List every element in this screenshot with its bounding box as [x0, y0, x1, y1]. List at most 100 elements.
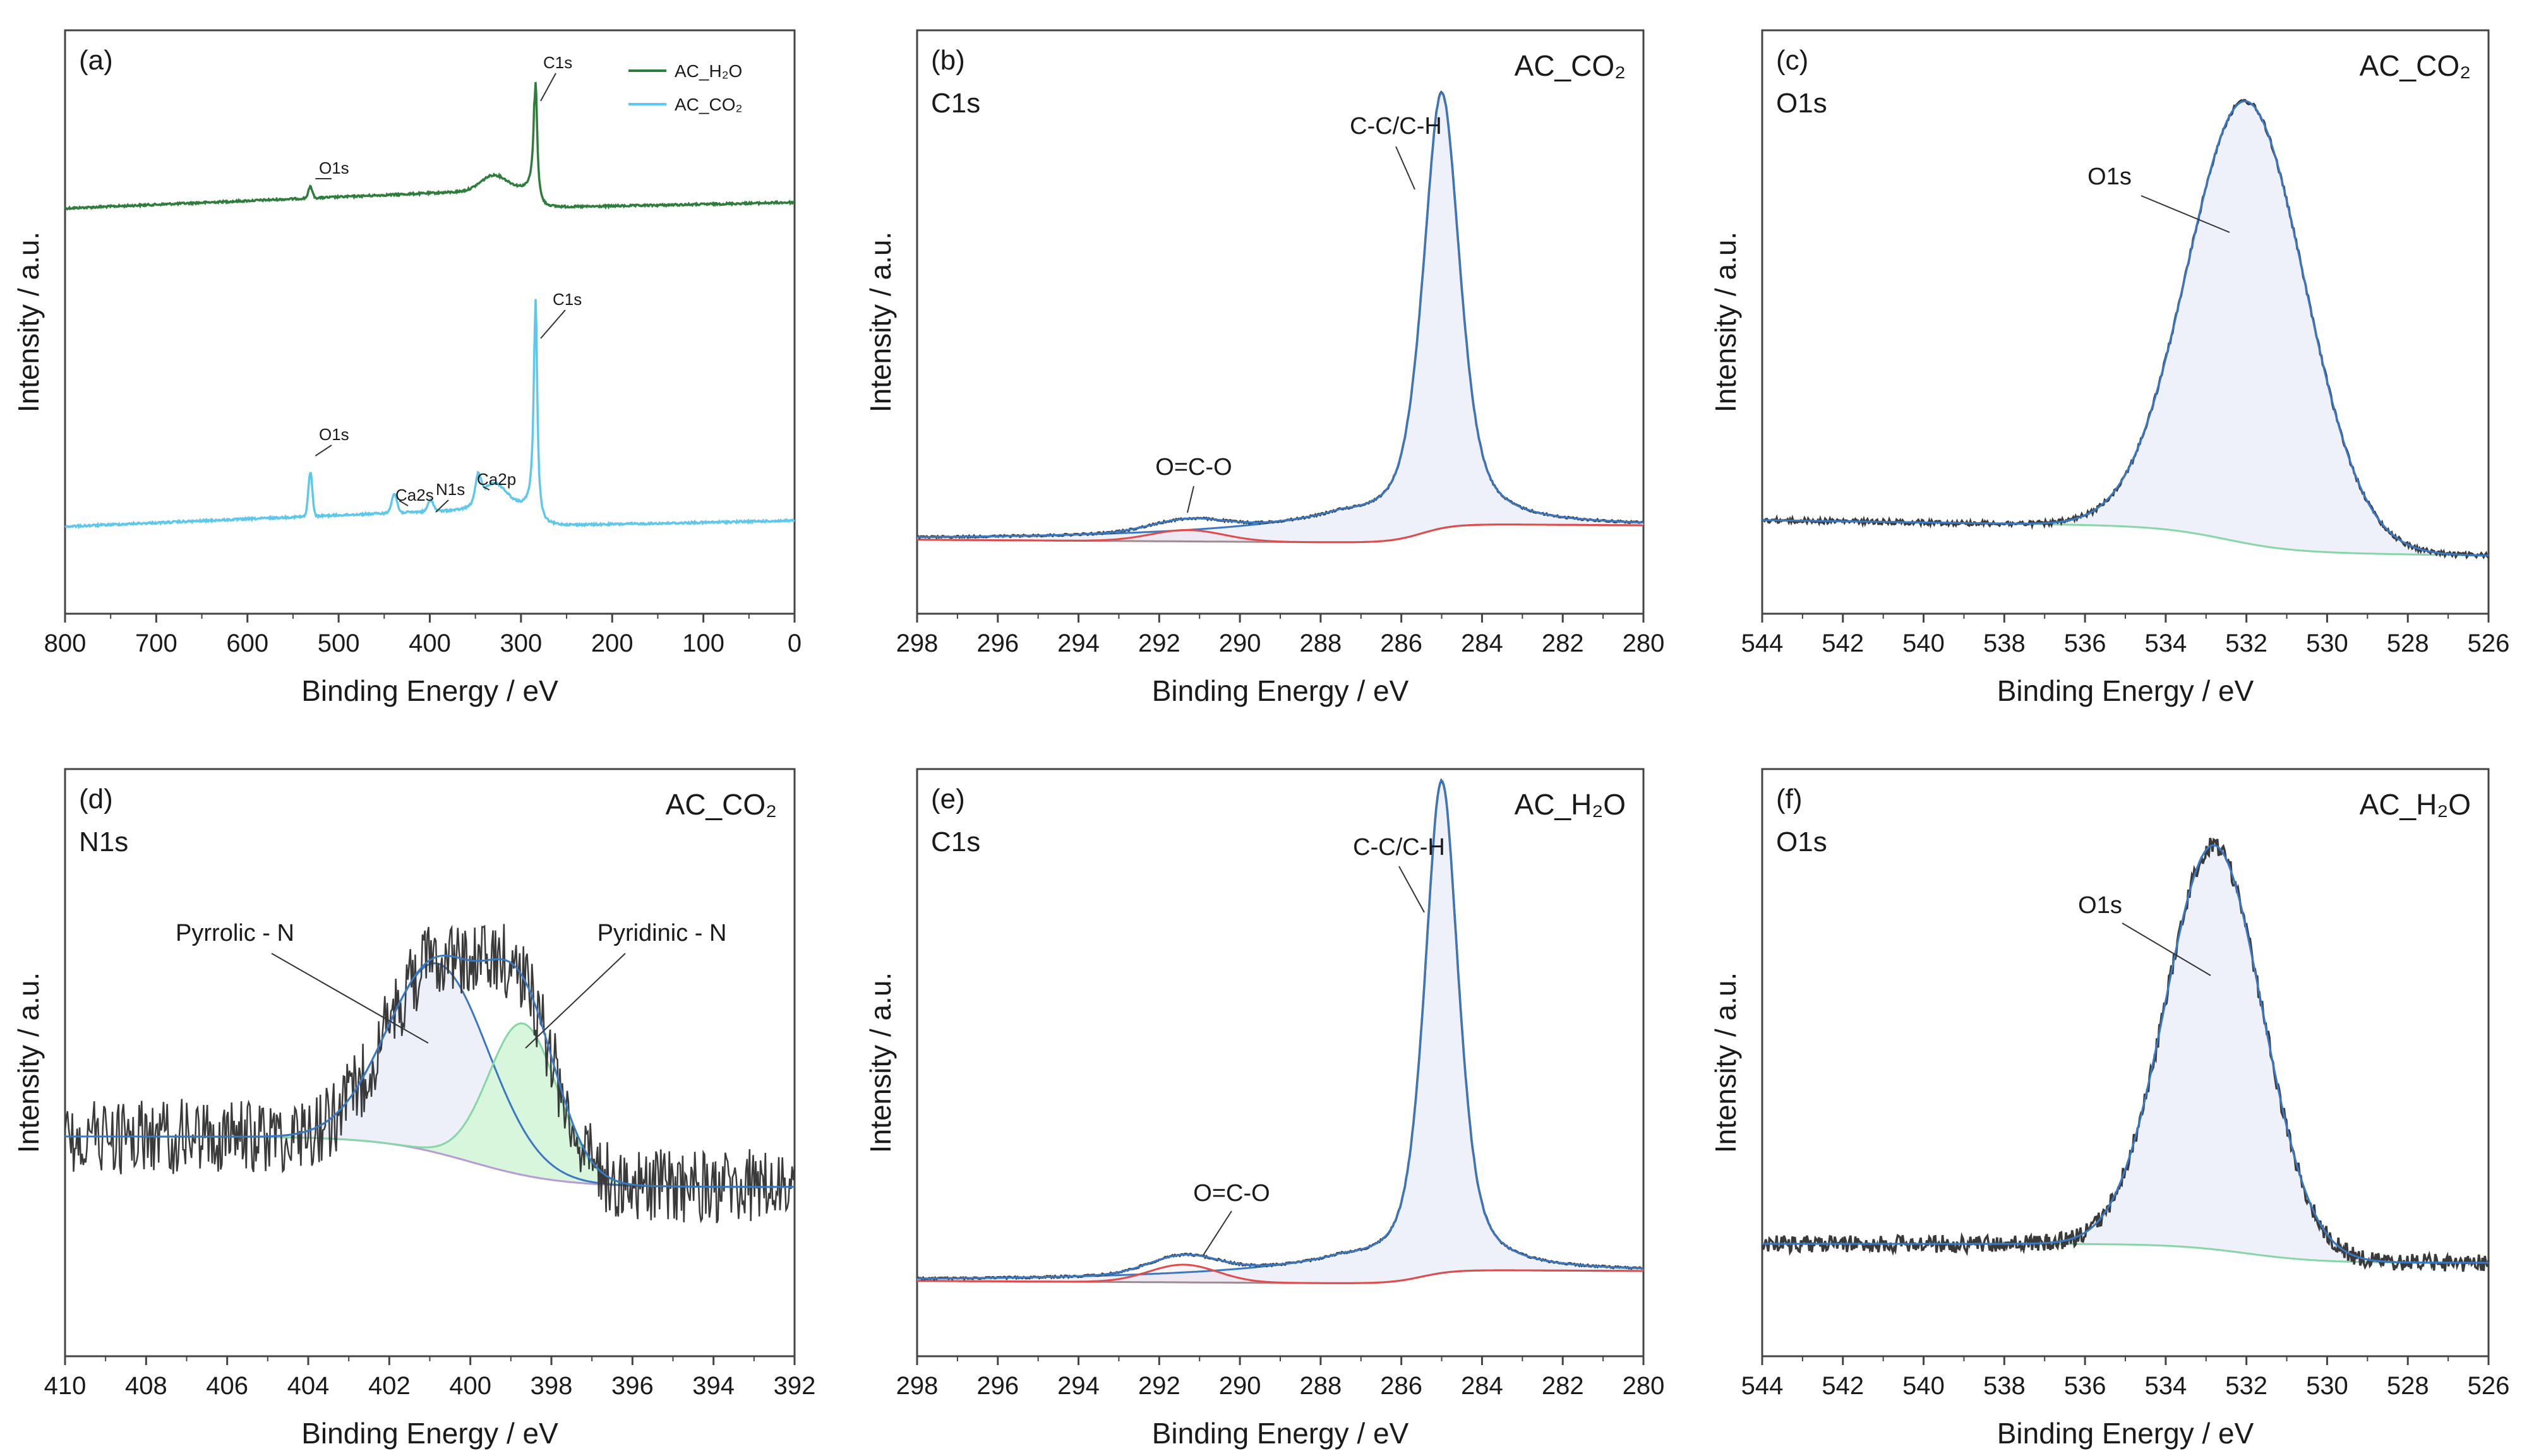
- y-axis-label: Intensity / a.u.: [864, 232, 897, 412]
- core-level-label: C1s: [931, 826, 980, 857]
- panel-a: 800 700 600 500 400 300 200 100 0 Binding Energy …: [12, 29, 802, 707]
- x-tick-label: 286: [1380, 630, 1422, 657]
- y-axis-label: Intensity / a.u.: [1709, 232, 1742, 412]
- y-axis-label: Intensity / a.u.: [864, 972, 897, 1153]
- x-tick-label: 288: [1300, 630, 1342, 657]
- sample-label: AC_H₂O: [2360, 788, 2471, 821]
- peak-label: C1s: [553, 290, 582, 309]
- component-label: Pyrrolic - N: [176, 920, 294, 946]
- x-tick-label: 394: [692, 1372, 735, 1400]
- fit-envelope-line: [917, 92, 1644, 539]
- x-tick-label: 542: [1822, 1372, 1864, 1400]
- x-tick-label: 544: [1741, 1372, 1784, 1400]
- x-tick-label: 700: [135, 630, 177, 657]
- panel-letter: (e): [931, 784, 965, 815]
- x-tick-label: 600: [226, 630, 268, 657]
- sample-label: AC_CO₂: [1515, 49, 1626, 82]
- x-tick-label: 408: [125, 1372, 167, 1400]
- sample-label: AC_CO₂: [2360, 49, 2471, 82]
- x-axis-label: Binding Energy / eV: [1152, 1417, 1409, 1450]
- x-tick-label: 286: [1380, 1372, 1422, 1400]
- fit-envelope-line: [917, 779, 1644, 1280]
- legend-label-ac-co2: AC_CO₂: [675, 95, 742, 114]
- core-level-label: O1s: [1776, 88, 1827, 119]
- peak-leader-line: [540, 309, 566, 339]
- x-tick-label: 410: [44, 1372, 87, 1400]
- x-tick-label: 528: [2387, 630, 2429, 657]
- y-axis-label: Intensity / a.u.: [1709, 972, 1742, 1153]
- x-tick-label: 500: [318, 630, 360, 657]
- component-fill: [917, 92, 1643, 542]
- component-label: C-C/C-H: [1353, 834, 1445, 861]
- component-fill: [1762, 845, 2489, 1263]
- measured-spectrum-line: [64, 924, 796, 1224]
- sample-label: AC_H₂O: [1515, 788, 1626, 821]
- core-level-label: N1s: [79, 826, 128, 857]
- x-tick-label: 282: [1542, 1372, 1584, 1400]
- x-tick-label: 536: [2064, 630, 2106, 657]
- fit-envelope-line: [1762, 100, 2489, 557]
- panel-letter: (f): [1776, 784, 1803, 815]
- x-tick-label: 404: [287, 1372, 330, 1400]
- peak-leader-line: [435, 499, 449, 513]
- component-fill: [917, 780, 1643, 1284]
- x-tick-label: 532: [2225, 1372, 2267, 1400]
- peak-label: C1s: [543, 53, 572, 72]
- peak-leader-line: [483, 486, 490, 491]
- x-tick-label: 400: [409, 630, 451, 657]
- annotation-leader: [1187, 486, 1194, 513]
- sample-label: AC_CO₂: [666, 788, 777, 821]
- panel-b: 298 296 294 292 290 288 286 284 282 280 Binding En…: [864, 29, 1664, 707]
- x-tick-label: 284: [1461, 1372, 1503, 1400]
- x-tick-label: 290: [1219, 630, 1261, 657]
- y-axis-label: Intensity / a.u.: [12, 972, 45, 1153]
- peak-label: N1s: [436, 480, 465, 499]
- x-axis-label: Binding Energy / eV: [1997, 1417, 2254, 1450]
- series-line-ac-co2: [64, 299, 796, 530]
- x-tick-label: 288: [1300, 1372, 1342, 1400]
- component-label: O=C-O: [1193, 1180, 1270, 1207]
- x-tick-label: 300: [500, 630, 543, 657]
- x-axis-label: Binding Energy / eV: [301, 1417, 558, 1450]
- component-label: C-C/C-H: [1350, 113, 1442, 140]
- panel-c: 544 542 540 538 536 534 532 530 528 526 Binding En…: [1709, 29, 2509, 707]
- x-tick-label: 282: [1542, 630, 1584, 657]
- x-tick-label: 298: [896, 1372, 939, 1400]
- x-tick-label: 290: [1219, 1372, 1261, 1400]
- x-tick-label: 296: [976, 630, 1019, 657]
- x-axis-label: Binding Energy / eV: [301, 674, 558, 707]
- x-tick-label: 398: [531, 1372, 573, 1400]
- x-tick-label: 392: [774, 1372, 816, 1400]
- annotation-leader: [1398, 866, 1425, 913]
- x-tick-label: 402: [368, 1372, 411, 1400]
- x-tick-label: 538: [1983, 630, 2026, 657]
- component-label: Pyridinic - N: [597, 920, 727, 946]
- x-tick-label: 292: [1138, 630, 1180, 657]
- x-tick-label: 542: [1822, 630, 1864, 657]
- x-tick-label: 294: [1057, 1372, 1100, 1400]
- x-tick-label: 530: [2306, 1372, 2348, 1400]
- x-axis-label: Binding Energy / eV: [1152, 674, 1409, 707]
- component-label: O1s: [2087, 164, 2132, 190]
- x-tick-label: 100: [682, 630, 724, 657]
- x-tick-label: 532: [2225, 630, 2267, 657]
- x-tick-label: 540: [1902, 630, 1945, 657]
- panel-d: 410 408 406 404 402 400 398 396 394 392 Binding En…: [12, 768, 816, 1450]
- x-tick-label: 540: [1902, 1372, 1945, 1400]
- x-tick-label: 536: [2064, 1372, 2106, 1400]
- x-tick-label: 296: [976, 1372, 1019, 1400]
- x-tick-label: 284: [1461, 630, 1503, 657]
- annotation-leader: [2122, 922, 2211, 976]
- x-axis-label: Binding Energy / eV: [1997, 674, 2254, 707]
- component-fill: [65, 963, 795, 1187]
- annotation-leader: [525, 953, 626, 1049]
- fit-envelope-line: [65, 955, 795, 1188]
- component-label: O=C-O: [1155, 454, 1232, 480]
- x-tick-label: 400: [449, 1372, 491, 1400]
- annotation-leader: [1395, 146, 1415, 190]
- x-tick-label: 294: [1057, 630, 1100, 657]
- annotation-leader: [271, 953, 429, 1044]
- panel-letter: (d): [79, 784, 113, 815]
- x-tick-label: 280: [1623, 1372, 1665, 1400]
